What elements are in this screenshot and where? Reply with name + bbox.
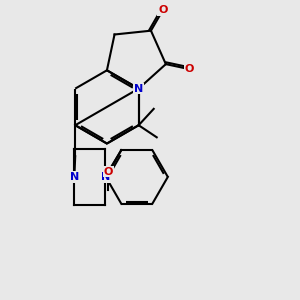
Text: O: O [184, 64, 194, 74]
Text: N: N [70, 172, 79, 182]
Text: N: N [134, 84, 143, 94]
Text: N: N [101, 172, 110, 182]
Text: O: O [158, 5, 167, 15]
Text: O: O [104, 167, 113, 177]
